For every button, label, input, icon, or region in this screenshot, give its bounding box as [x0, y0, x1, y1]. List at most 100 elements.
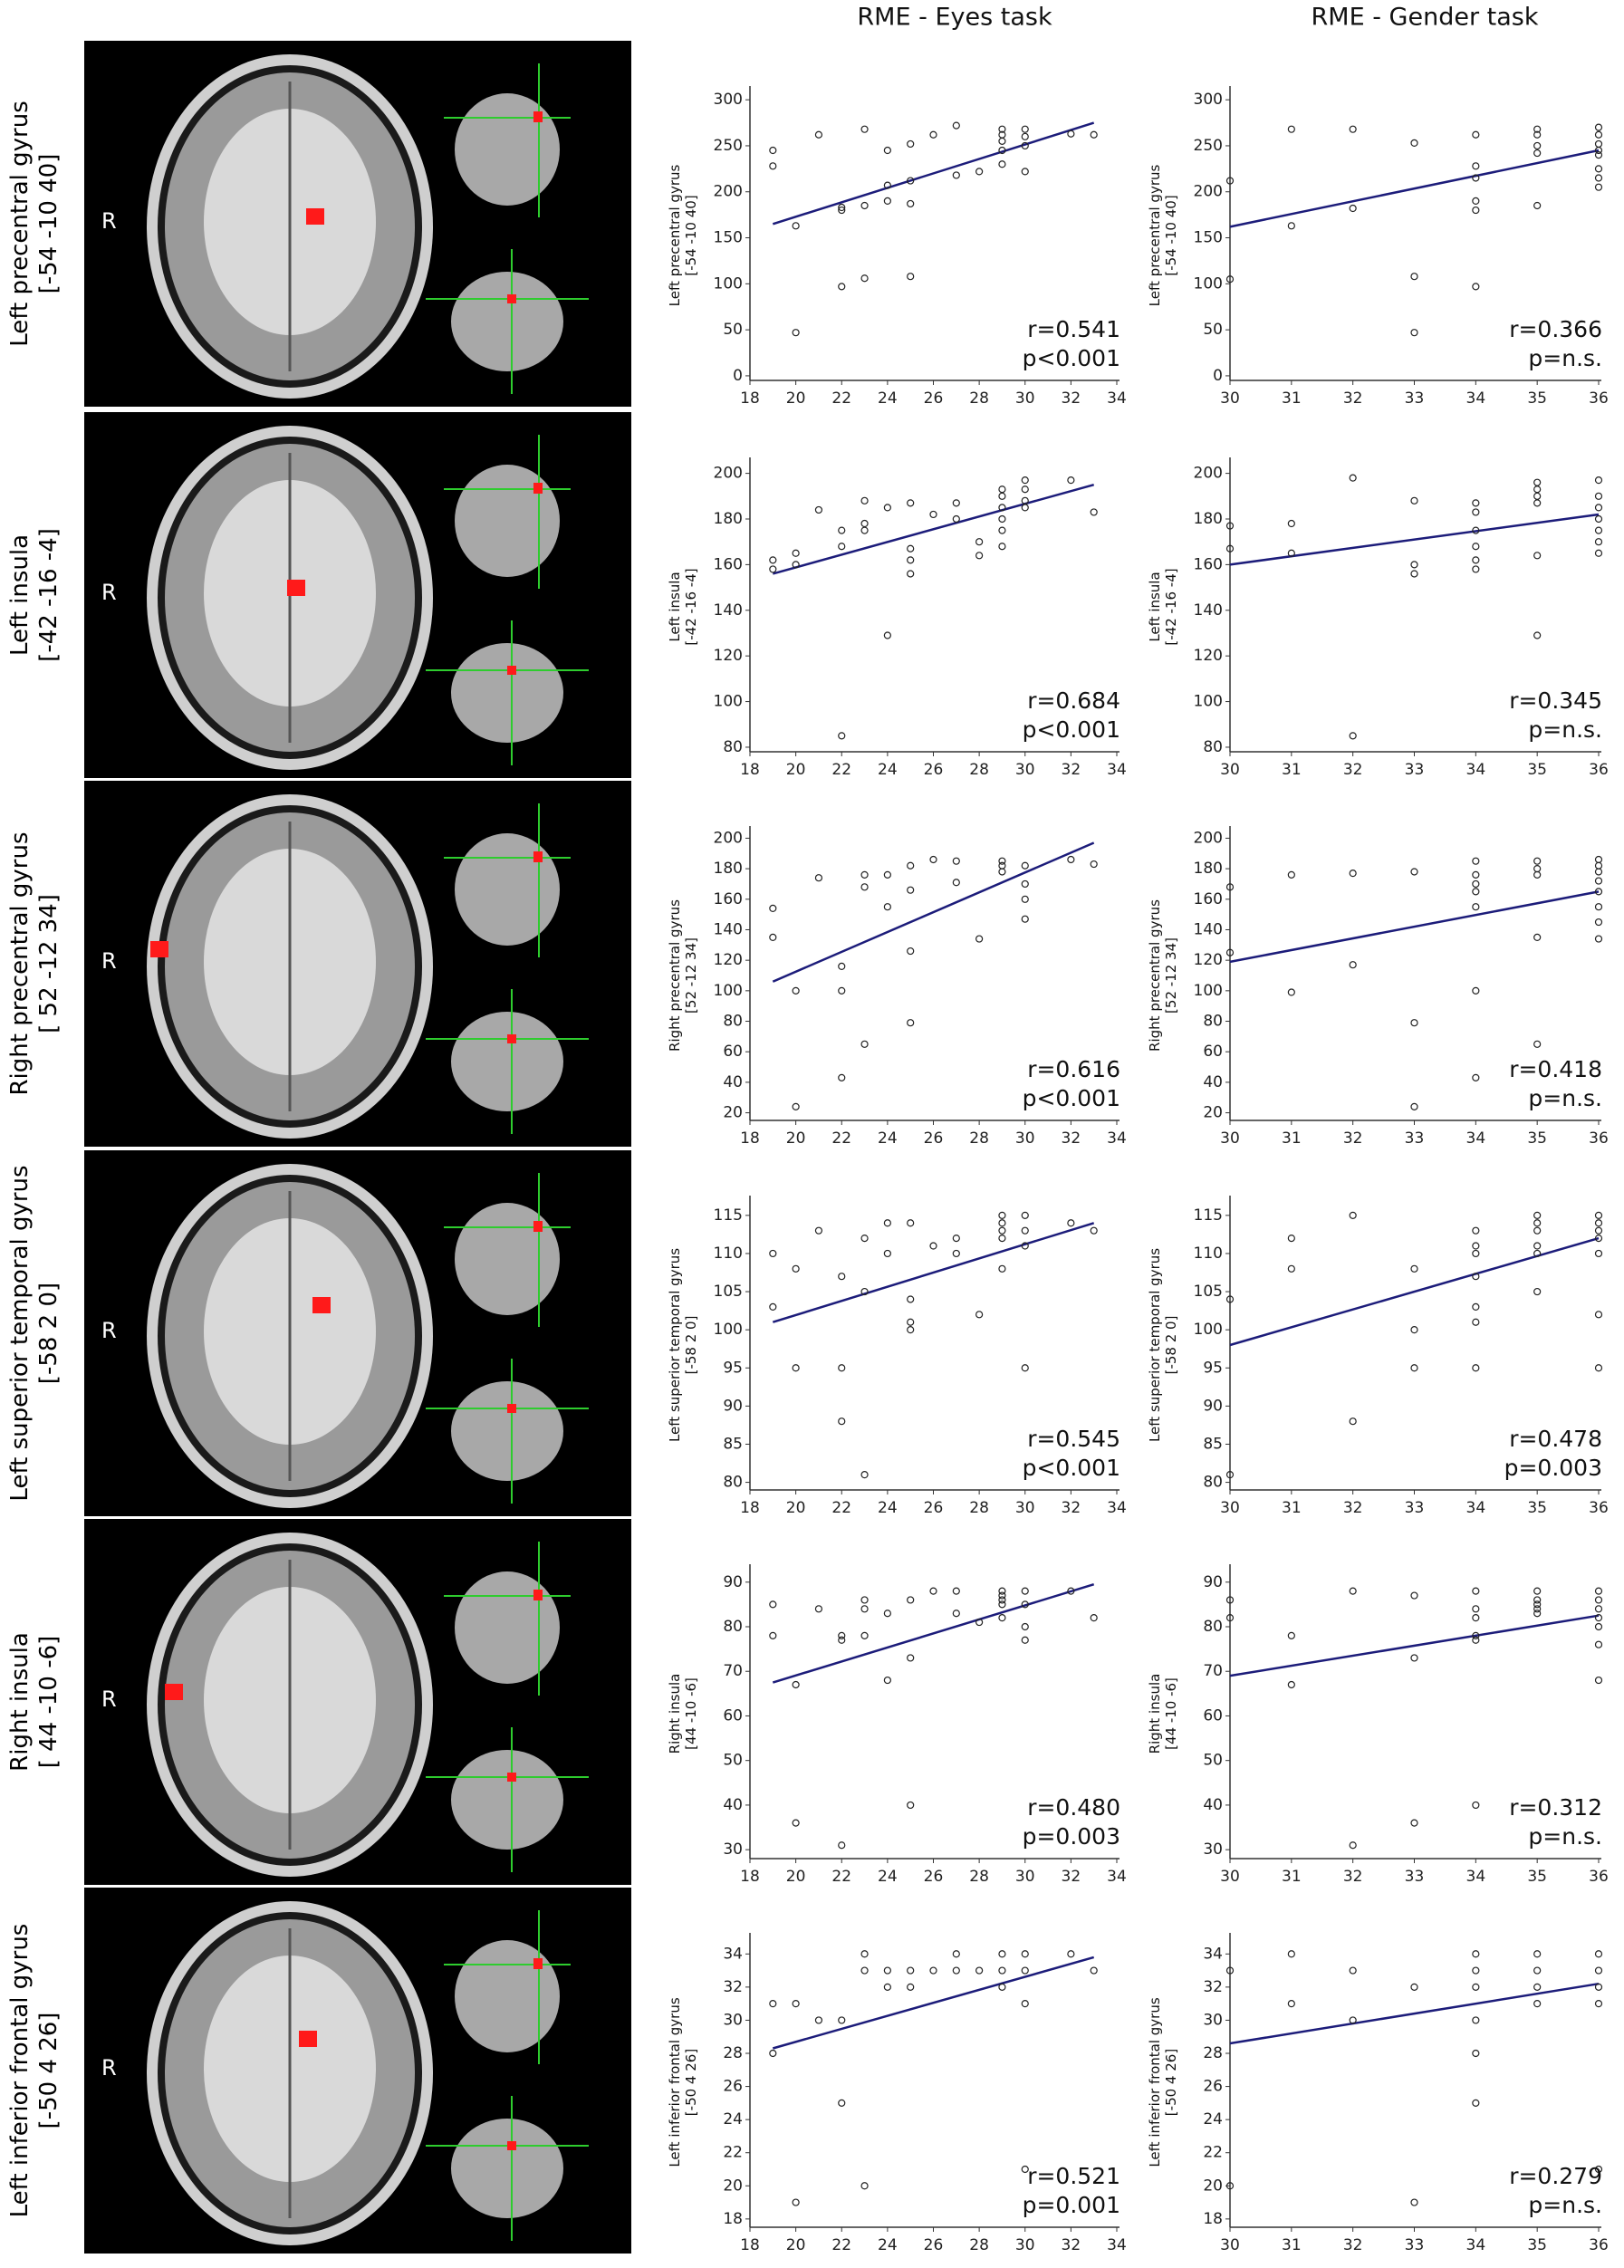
point [1067, 130, 1075, 138]
activation [533, 483, 543, 494]
point [814, 874, 823, 882]
point [907, 556, 915, 564]
point [1533, 933, 1542, 941]
point [998, 1966, 1006, 1975]
y-axis-label: Left inferior frontal gyrus [1147, 1997, 1163, 2167]
point [1225, 1966, 1235, 1975]
point [1533, 478, 1542, 486]
y-tick-label: 250 [714, 137, 743, 155]
point [998, 146, 1006, 155]
x-tick-label: 31 [1282, 761, 1302, 779]
y-tick-label: 50 [1203, 1752, 1223, 1770]
x-tick-label: 36 [1589, 2236, 1609, 2254]
point [860, 1950, 869, 1958]
x-tick-label: 32 [1062, 1129, 1081, 1148]
point [1472, 162, 1480, 170]
point [1287, 1264, 1295, 1273]
point [1472, 174, 1480, 182]
row-label: Right precentral gyrus [6, 831, 34, 1095]
point [1594, 877, 1603, 885]
point [860, 1235, 869, 1243]
x-tick-label: 35 [1527, 2236, 1547, 2254]
point [1533, 870, 1542, 879]
point [769, 1249, 777, 1258]
y-tick-label: 150 [1194, 229, 1223, 247]
annotation: p=n.s. [1528, 1085, 1602, 1111]
point [883, 903, 891, 911]
point [975, 1618, 984, 1627]
point [1594, 183, 1603, 191]
point [1021, 1242, 1029, 1250]
row-label: [-42 -16 -4] [35, 528, 62, 662]
point [907, 861, 915, 870]
point [860, 2182, 869, 2190]
y-tick-label: 200 [714, 183, 743, 201]
x-tick-label: 32 [1062, 1499, 1081, 1517]
annotation: r=0.418 [1509, 1056, 1602, 1082]
fit-line [1229, 890, 1600, 964]
y-tick-label: 20 [723, 1104, 743, 1122]
point [1472, 857, 1480, 865]
point [1410, 561, 1418, 569]
point [1533, 2000, 1542, 2008]
point [929, 1242, 937, 1250]
x-tick-label: 32 [1343, 389, 1363, 408]
point [1021, 1587, 1029, 1595]
point [1472, 986, 1480, 995]
y-tick-label: 40 [723, 1796, 743, 1814]
point [1594, 1211, 1603, 1219]
y-tick-label: 85 [723, 1435, 743, 1453]
x-tick-label: 32 [1062, 761, 1081, 779]
point [975, 538, 984, 546]
point [814, 2016, 823, 2024]
point [907, 570, 915, 578]
point [1472, 543, 1480, 551]
y-tick-label: 100 [1194, 693, 1223, 711]
point [998, 1211, 1006, 1219]
fit-line [1229, 1236, 1600, 1347]
annotation: r=0.312 [1509, 1794, 1602, 1821]
point [907, 1983, 915, 1991]
x-tick-label: 33 [1405, 1499, 1425, 1517]
point [860, 1287, 869, 1296]
x-tick-label: 30 [1015, 1129, 1035, 1148]
x-tick-label: 28 [969, 761, 989, 779]
point [1287, 1950, 1295, 1958]
point [1067, 1219, 1075, 1227]
side-label: R [101, 2055, 117, 2081]
brain-sagittal [451, 643, 563, 743]
fit-line [772, 483, 1095, 575]
point [1472, 2016, 1480, 2024]
point [1021, 1636, 1029, 1644]
point [1287, 549, 1295, 557]
x-tick-label: 30 [1220, 1129, 1240, 1148]
point [1287, 1631, 1295, 1639]
point [1349, 204, 1357, 213]
point [792, 986, 800, 995]
point [1225, 2182, 1235, 2190]
y-axis-label: Left superior temporal gyrus [667, 1248, 683, 1442]
point [907, 1318, 915, 1326]
point [907, 1596, 915, 1604]
y-tick-label: 160 [1194, 890, 1223, 908]
point [1594, 130, 1603, 139]
point [1533, 1211, 1542, 1219]
point [883, 197, 891, 206]
point [998, 1219, 1006, 1227]
activation [312, 1297, 331, 1313]
point [1533, 499, 1542, 507]
point [1594, 1605, 1603, 1613]
point [907, 1019, 915, 1027]
point [1472, 1801, 1480, 1810]
point [814, 1605, 823, 1613]
point [860, 1966, 869, 1975]
point [907, 1219, 915, 1227]
y-tick-label: 180 [714, 510, 743, 528]
point [838, 2016, 846, 2024]
y-tick-label: 90 [723, 1573, 743, 1591]
x-tick-label: 32 [1343, 1499, 1363, 1517]
point [998, 1983, 1006, 1991]
point [1594, 476, 1603, 485]
point [1594, 151, 1603, 159]
annotation: r=0.521 [1027, 2163, 1120, 2189]
